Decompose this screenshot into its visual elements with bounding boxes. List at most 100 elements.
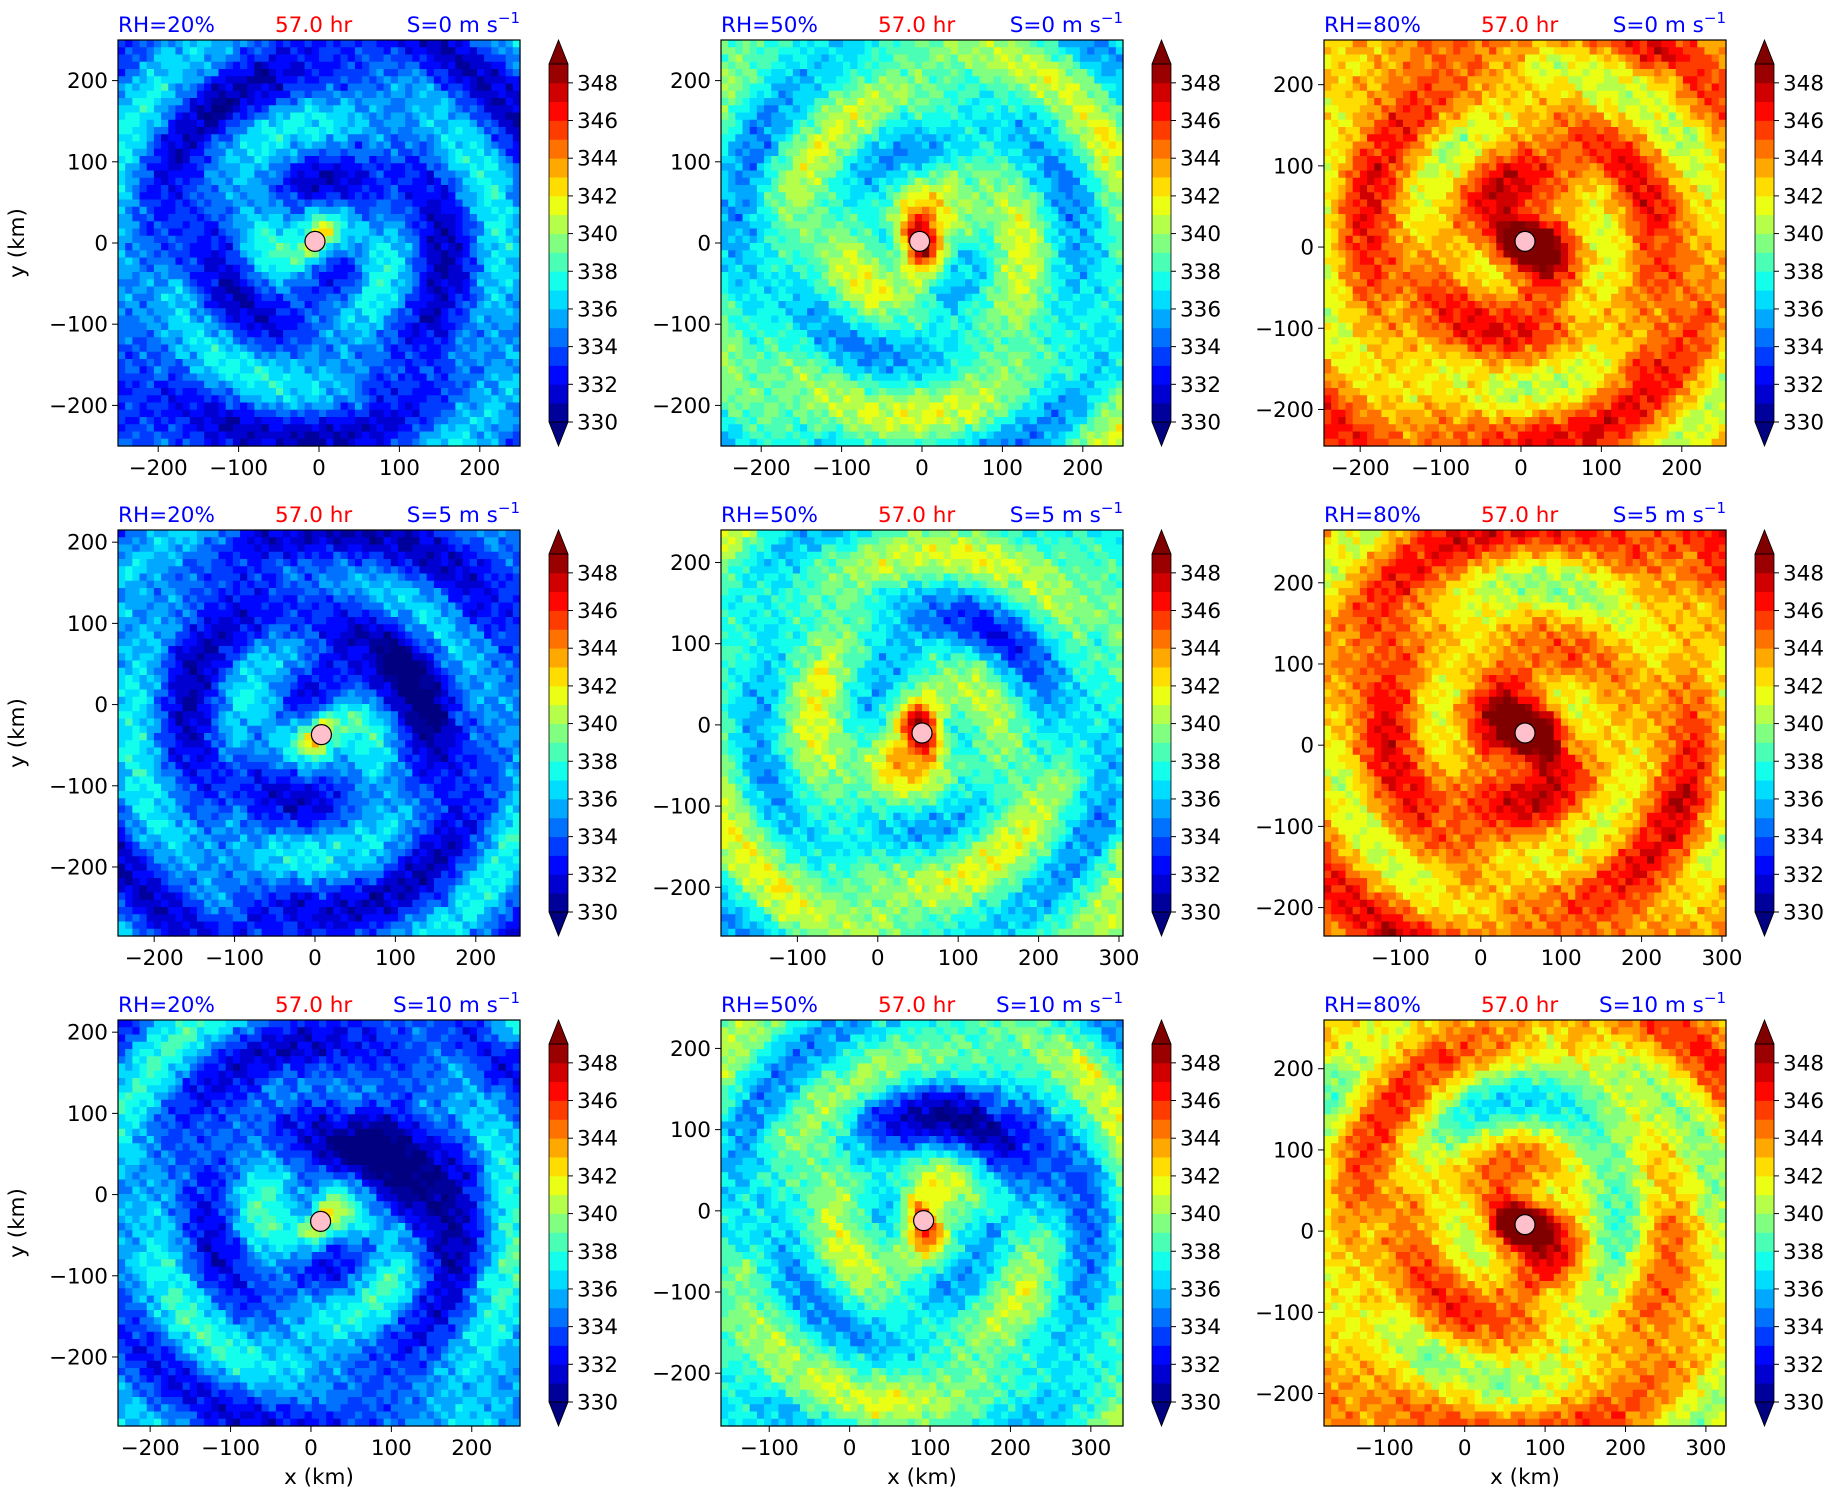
colorbar-level (549, 64, 568, 83)
colorbar-level (1755, 1383, 1774, 1402)
colorbar-tick-label: 348 (1783, 561, 1824, 586)
colorbar-level (549, 761, 568, 780)
colorbar-tick-label: 330 (1783, 411, 1824, 436)
colorbar-level (1755, 64, 1774, 83)
y-tick-label: 200 (670, 69, 711, 94)
storm-center-marker (1515, 1215, 1535, 1235)
colorbar-level (549, 252, 568, 271)
x-tick-label: −200 (125, 946, 184, 971)
colorbar-level (549, 1195, 568, 1214)
colorbar-level (549, 648, 568, 667)
shear-unit-exponent: −1 (498, 499, 520, 517)
colorbar-level (549, 1251, 568, 1270)
colorbar-tick-label: 338 (577, 260, 618, 285)
colorbar-level (1755, 705, 1774, 724)
y-tick-label: 0 (94, 693, 108, 718)
colorbar-level (1755, 742, 1774, 761)
colorbar-level (1755, 855, 1774, 874)
colorbar-level (1755, 780, 1774, 799)
colorbar-level (1755, 592, 1774, 611)
colorbar-level (549, 1044, 568, 1063)
colorbar-tick-label: 334 (1180, 335, 1221, 360)
y-tick-label: −100 (49, 313, 108, 338)
x-tick-label: −100 (1371, 946, 1430, 971)
colorbar-level (549, 1345, 568, 1364)
colorbar-tick-label: 346 (1180, 1089, 1221, 1114)
x-tick-label: 200 (1605, 1436, 1646, 1461)
colorbar-level (1755, 1289, 1774, 1308)
y-tick-label: 100 (1273, 1138, 1314, 1163)
colorbar-level (1755, 196, 1774, 215)
colorbar-level (1152, 686, 1171, 705)
colorbar-tick-label: 348 (1783, 1051, 1824, 1076)
colorbar-level (1755, 799, 1774, 818)
panel-e: RH=50% 57.0 hr S=5 m s−1−100 0 100 200 3002001… (652, 499, 1221, 971)
colorbar-tick-label: 342 (1180, 1164, 1221, 1189)
colorbar-level (1755, 177, 1774, 196)
colorbar-level (1152, 724, 1171, 743)
colorbar-level (549, 158, 568, 177)
colorbar-extend-low (1152, 1402, 1171, 1426)
colorbar-level (1755, 252, 1774, 271)
y-tick-label: −200 (652, 1362, 711, 1387)
x-tick-label: 300 (1701, 946, 1742, 971)
colorbar-tick-label: 342 (577, 184, 618, 209)
colorbar-tick-label: 348 (577, 71, 618, 96)
colorbar-level (1755, 1308, 1774, 1327)
colorbar-level (1152, 855, 1171, 874)
shear-label: S=5 m s−1 (407, 499, 520, 528)
colorbar-level (549, 403, 568, 422)
x-tick-label: −100 (740, 1436, 799, 1461)
x-axis-label: x (km) (887, 1465, 957, 1490)
colorbar-level (1755, 724, 1774, 743)
colorbar-level (1755, 629, 1774, 648)
x-tick-label: 100 (1525, 1436, 1566, 1461)
x-tick-label: 200 (1062, 456, 1103, 481)
colorbar-level (1755, 1138, 1774, 1157)
x-axis: −200 −100 0 100 200 (125, 936, 497, 971)
colorbar-tick-label: 336 (577, 787, 618, 812)
y-tick-label: 200 (67, 69, 108, 94)
colorbar-level (1152, 252, 1171, 271)
colorbar-level (549, 1327, 568, 1346)
colorbar-level (1152, 234, 1171, 253)
colorbar-tick-label: 330 (1783, 901, 1824, 926)
y-tick-label: 100 (1273, 154, 1314, 179)
storm-center-marker (1515, 231, 1535, 251)
colorbar-tick-label: 348 (577, 1051, 618, 1076)
rh-label: RH=20% (118, 503, 215, 528)
colorbar-level (549, 554, 568, 573)
y-tick-label: −100 (49, 1264, 108, 1289)
colorbar-level (1152, 705, 1171, 724)
colorbar-level (1755, 234, 1774, 253)
colorbar-tick-label: 338 (1180, 260, 1221, 285)
colorbar-tick-label: 336 (1783, 297, 1824, 322)
colorbar-tick-label: 332 (1180, 373, 1221, 398)
rh-label: RH=20% (118, 13, 215, 38)
colorbar-level (1152, 384, 1171, 403)
y-tick-label: −100 (1255, 815, 1314, 840)
colorbar-tick-label: 342 (577, 1164, 618, 1189)
colorbar-level (1152, 667, 1171, 686)
colorbar-tick-label: 338 (1180, 1240, 1221, 1265)
colorbar-level (1755, 818, 1774, 837)
time-label: 57.0 hr (878, 993, 955, 1018)
colorbar-tick-label: 346 (1783, 599, 1824, 624)
x-tick-label: 0 (915, 456, 929, 481)
y-tick-label: 100 (67, 150, 108, 175)
colorbar-extend-high (1755, 530, 1774, 554)
panel-g: RH=20% 57.0 hr S=10 m s−1−200 −100 0 100 200x … (5, 989, 618, 1490)
colorbar-level (1152, 102, 1171, 121)
colorbar-tick-label: 344 (577, 637, 618, 662)
colorbar-level (1755, 1364, 1774, 1383)
colorbar-tick-label: 330 (1180, 1391, 1221, 1416)
colorbar-level (1755, 1195, 1774, 1214)
shear-label: S=10 m s−1 (996, 989, 1123, 1018)
rh-label: RH=80% (1324, 503, 1421, 528)
